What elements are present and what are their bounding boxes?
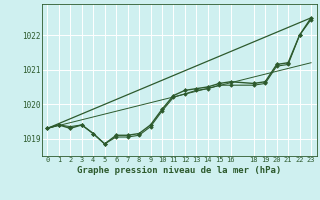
X-axis label: Graphe pression niveau de la mer (hPa): Graphe pression niveau de la mer (hPa) <box>77 166 281 175</box>
